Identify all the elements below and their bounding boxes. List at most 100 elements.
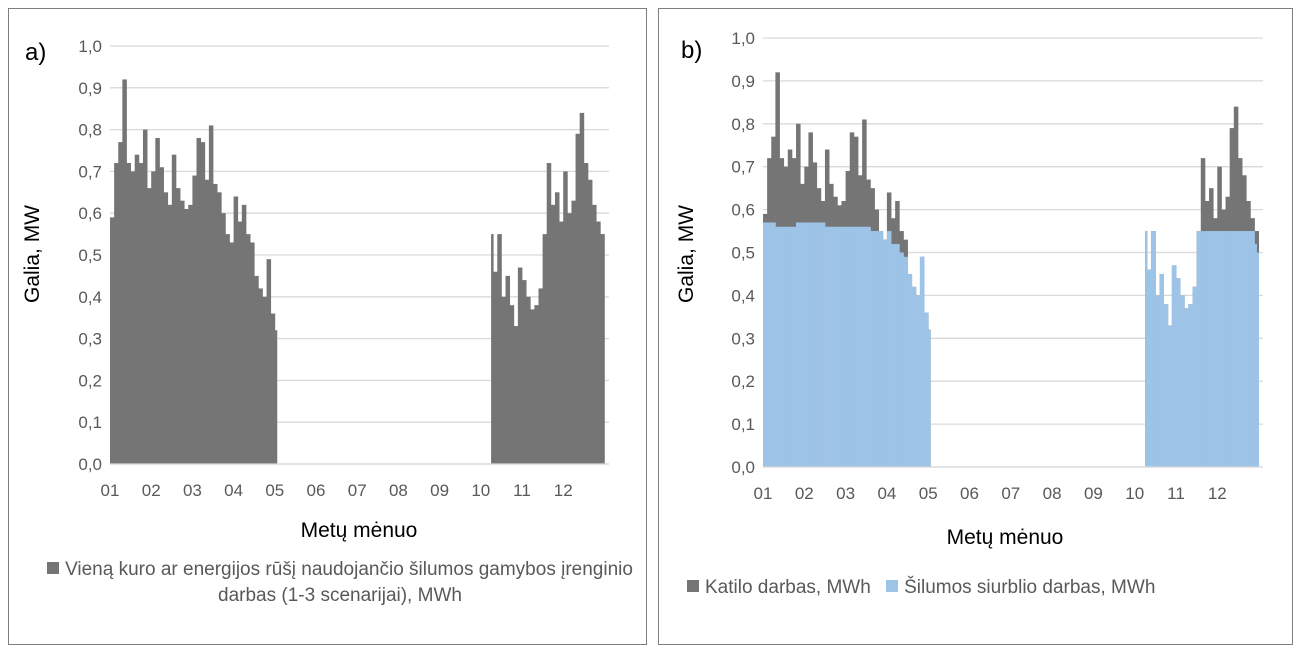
y-tick-label: 0,8	[78, 121, 102, 140]
y-tick-label: 0,0	[78, 455, 102, 474]
data-bar	[151, 171, 156, 464]
data-bar	[538, 288, 543, 464]
data-bar	[895, 243, 900, 467]
data-bar	[1209, 231, 1214, 467]
x-tick-label: 03	[183, 481, 202, 500]
x-tick-label: 11	[1167, 484, 1185, 503]
legend-swatch-boiler	[687, 580, 699, 592]
data-bar	[849, 226, 855, 467]
data-bar	[874, 231, 880, 467]
data-bar	[554, 192, 560, 465]
x-tick-label: 06	[307, 481, 326, 500]
data-bar	[258, 288, 263, 464]
data-bar	[196, 137, 202, 464]
legend-label-boiler: Katilo darbas, MWh	[705, 577, 871, 598]
data-bar	[812, 222, 818, 467]
data-bar	[891, 243, 896, 467]
legend-swatch-heat-pump	[886, 580, 899, 592]
data-bar	[824, 226, 830, 467]
legend-a: Vieną kuro ar energijos rūšį naudojančio…	[35, 557, 645, 609]
x-tick-label: 12	[1208, 484, 1227, 503]
data-bar	[155, 137, 160, 464]
data-bar	[767, 222, 772, 467]
data-bar	[592, 204, 597, 464]
data-bar	[509, 305, 515, 464]
data-bar	[147, 188, 152, 464]
x-tick-label: 09	[430, 481, 449, 500]
data-bar	[513, 326, 519, 464]
x-tick-label: 09	[1084, 484, 1103, 503]
data-bar	[1221, 231, 1226, 467]
data-bar	[833, 226, 838, 467]
data-bar	[254, 275, 259, 464]
data-bar	[1233, 231, 1239, 467]
data-bar	[526, 296, 531, 464]
data-bar	[845, 226, 851, 467]
data-bar	[126, 163, 131, 465]
data-bar	[159, 167, 164, 464]
data-bar	[530, 309, 535, 464]
data-bar	[1159, 273, 1165, 467]
x-tick-label: 01	[754, 484, 773, 503]
data-bar	[829, 226, 834, 467]
data-bar	[522, 280, 527, 464]
data-bar	[771, 222, 776, 467]
data-bar	[575, 133, 581, 464]
panel-label-a: a)	[25, 39, 47, 66]
data-bar	[493, 271, 498, 464]
data-bar	[783, 226, 789, 467]
data-bar	[1242, 231, 1247, 467]
series-1	[763, 222, 1259, 467]
data-bar	[787, 226, 793, 467]
x-tick-label: 10	[1125, 484, 1144, 503]
data-bar	[567, 213, 572, 464]
x-tick-label: 08	[1043, 484, 1062, 503]
chart-b-plot: 0,0 0,1 0,2 0,3 0,4 0,5 0,6 0,7 0,8 0,9 1,0 01 02 03 0…	[675, 29, 1263, 549]
data-bar	[213, 183, 218, 464]
data-bar	[800, 222, 805, 467]
data-bar	[274, 330, 278, 464]
data-bar	[188, 204, 193, 464]
data-bar	[118, 142, 123, 464]
data-bar	[505, 275, 511, 464]
data-bar	[915, 295, 921, 467]
y-tick-label: 0,1	[731, 415, 755, 434]
chart-panel-b: 0,0 0,1 0,2 0,3 0,4 0,5 0,6 0,7 0,8 0,9 1,0 01 02 03 0…	[658, 8, 1293, 645]
data-bar	[911, 286, 917, 467]
x-tick-label: 08	[389, 481, 408, 500]
x-axis-title: Metų mėnuo	[301, 519, 418, 542]
y-tick-label: 0,2	[78, 371, 102, 390]
x-tick-label: 07	[348, 481, 367, 500]
data-bar	[534, 305, 539, 464]
y-tick-label: 0,1	[78, 413, 102, 432]
data-bar	[878, 231, 884, 467]
series-0	[110, 79, 605, 465]
data-bar	[600, 234, 603, 464]
data-bar	[204, 179, 210, 464]
y-tick-label: 0,4	[78, 288, 102, 307]
legend-label-single-unit: Vieną kuro ar energijos rūšį naudojančio…	[65, 559, 633, 606]
x-tick-label: 02	[795, 484, 814, 503]
data-bar	[221, 213, 226, 464]
data-bar	[1200, 231, 1206, 467]
x-tick-label: 05	[265, 481, 284, 500]
y-tick-label: 0,3	[731, 329, 755, 348]
data-bar	[837, 226, 842, 467]
y-tick-label: 0,9	[78, 79, 102, 98]
panel-label-b: b)	[681, 37, 703, 64]
data-bar	[1217, 231, 1222, 467]
x-tick-label: 03	[836, 484, 855, 503]
data-bar	[180, 200, 185, 464]
data-bar	[550, 204, 556, 464]
data-bar	[1145, 231, 1148, 467]
data-bar	[122, 79, 127, 464]
data-bar	[217, 192, 222, 465]
data-bar	[1225, 231, 1231, 467]
data-bar	[602, 234, 605, 464]
data-bar	[1192, 286, 1198, 467]
data-bar	[225, 234, 230, 464]
data-bar	[114, 163, 119, 465]
data-bar	[497, 234, 502, 464]
data-bar	[1254, 243, 1257, 467]
data-bar	[1213, 231, 1218, 467]
